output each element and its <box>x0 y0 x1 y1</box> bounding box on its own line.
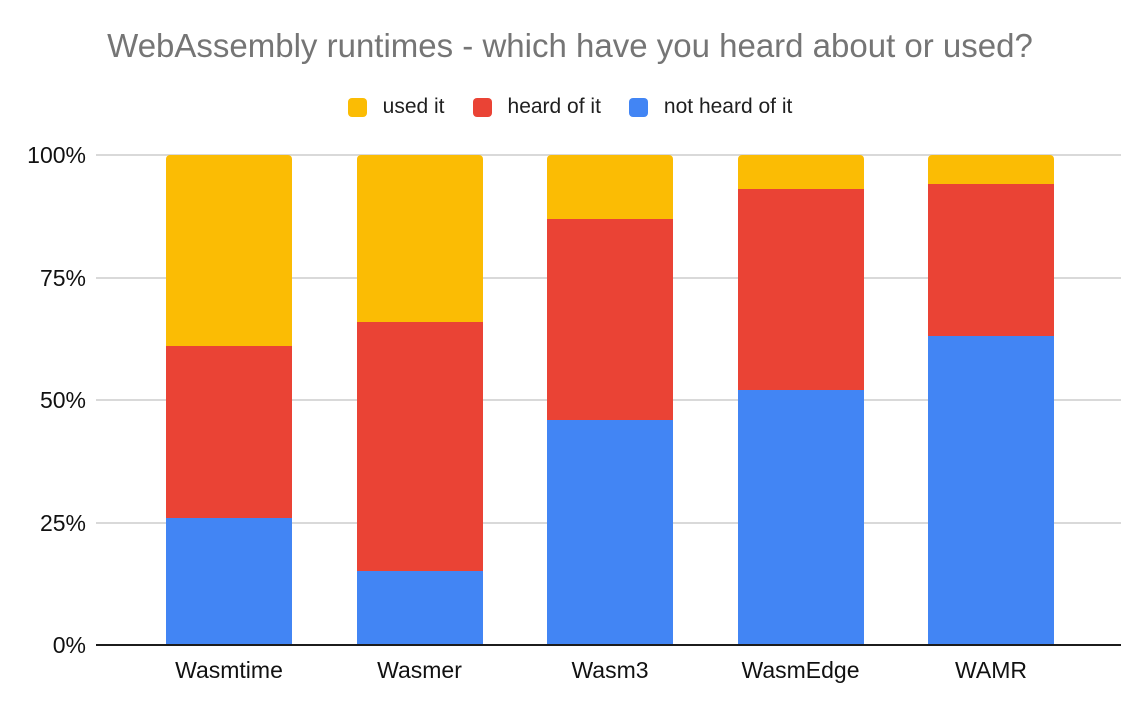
bar-wasmer-segment-used-it <box>356 155 483 322</box>
legend-swatch-not-heard-of-it <box>628 97 648 117</box>
legend-item-used-it: used it <box>347 95 445 119</box>
bar-wasm3-segment-used-it <box>547 155 673 219</box>
bar-wasmedge <box>737 155 864 645</box>
x-axis-label-wasm3: Wasm3 <box>571 657 649 683</box>
x-axis-label-wamr: WAMR <box>955 657 1027 683</box>
legend-label-not-heard-of-it: not heard of it <box>663 95 793 118</box>
bar-wasm3-segment-not-heard-of-it <box>547 419 673 645</box>
legend-label-heard-of-it: heard of it <box>507 95 601 118</box>
bar-wamr-segment-used-it <box>928 155 1054 185</box>
y-tick-label-50pct: 50% <box>39 387 86 413</box>
legend-swatch-heard-of-it <box>472 97 492 117</box>
legend-item-heard-of-it: heard of it <box>472 95 601 119</box>
bar-wasmer-segment-heard-of-it <box>356 321 483 572</box>
x-axis-label-wasmer: Wasmer <box>377 657 462 683</box>
bar-wasmedge-segment-heard-of-it <box>737 189 864 391</box>
y-tick-label-100pct: 100% <box>27 142 86 168</box>
bar-wasm3-segment-heard-of-it <box>547 218 673 420</box>
bar-wasmtime <box>166 155 292 645</box>
bar-wamr-segment-heard-of-it <box>928 184 1054 337</box>
legend: used it heard of it not heard of it <box>0 95 1140 119</box>
legend-swatch-used-it <box>347 97 367 117</box>
bar-wasmtime-segment-heard-of-it <box>166 346 292 518</box>
bar-wasmedge-segment-not-heard-of-it <box>737 390 864 645</box>
bar-wamr <box>928 155 1054 645</box>
legend-label-used-it: used it <box>382 95 445 118</box>
bar-wasmer <box>356 155 483 645</box>
bar-wasmtime-segment-used-it <box>166 155 292 347</box>
y-tick-label-75pct: 75% <box>39 264 86 291</box>
bar-wasmedge-segment-used-it <box>737 155 864 190</box>
plot-area <box>96 154 1121 646</box>
bar-wasmtime-segment-not-heard-of-it <box>166 517 292 645</box>
x-axis-label-wasmtime: Wasmtime <box>175 657 283 683</box>
y-tick-label-0pct: 0% <box>52 632 86 658</box>
x-axis-line <box>96 644 1121 646</box>
legend-item-not-heard-of-it: not heard of it <box>628 95 793 119</box>
bar-wasm3 <box>547 155 673 645</box>
chart-title: WebAssembly runtimes - which have you he… <box>107 27 1033 64</box>
bar-wasmer-segment-not-heard-of-it <box>356 571 483 645</box>
y-tick-label-25pct: 25% <box>39 509 86 536</box>
bar-wamr-segment-not-heard-of-it <box>928 336 1054 645</box>
x-axis-label-wasmedge: WasmEdge <box>741 657 860 683</box>
